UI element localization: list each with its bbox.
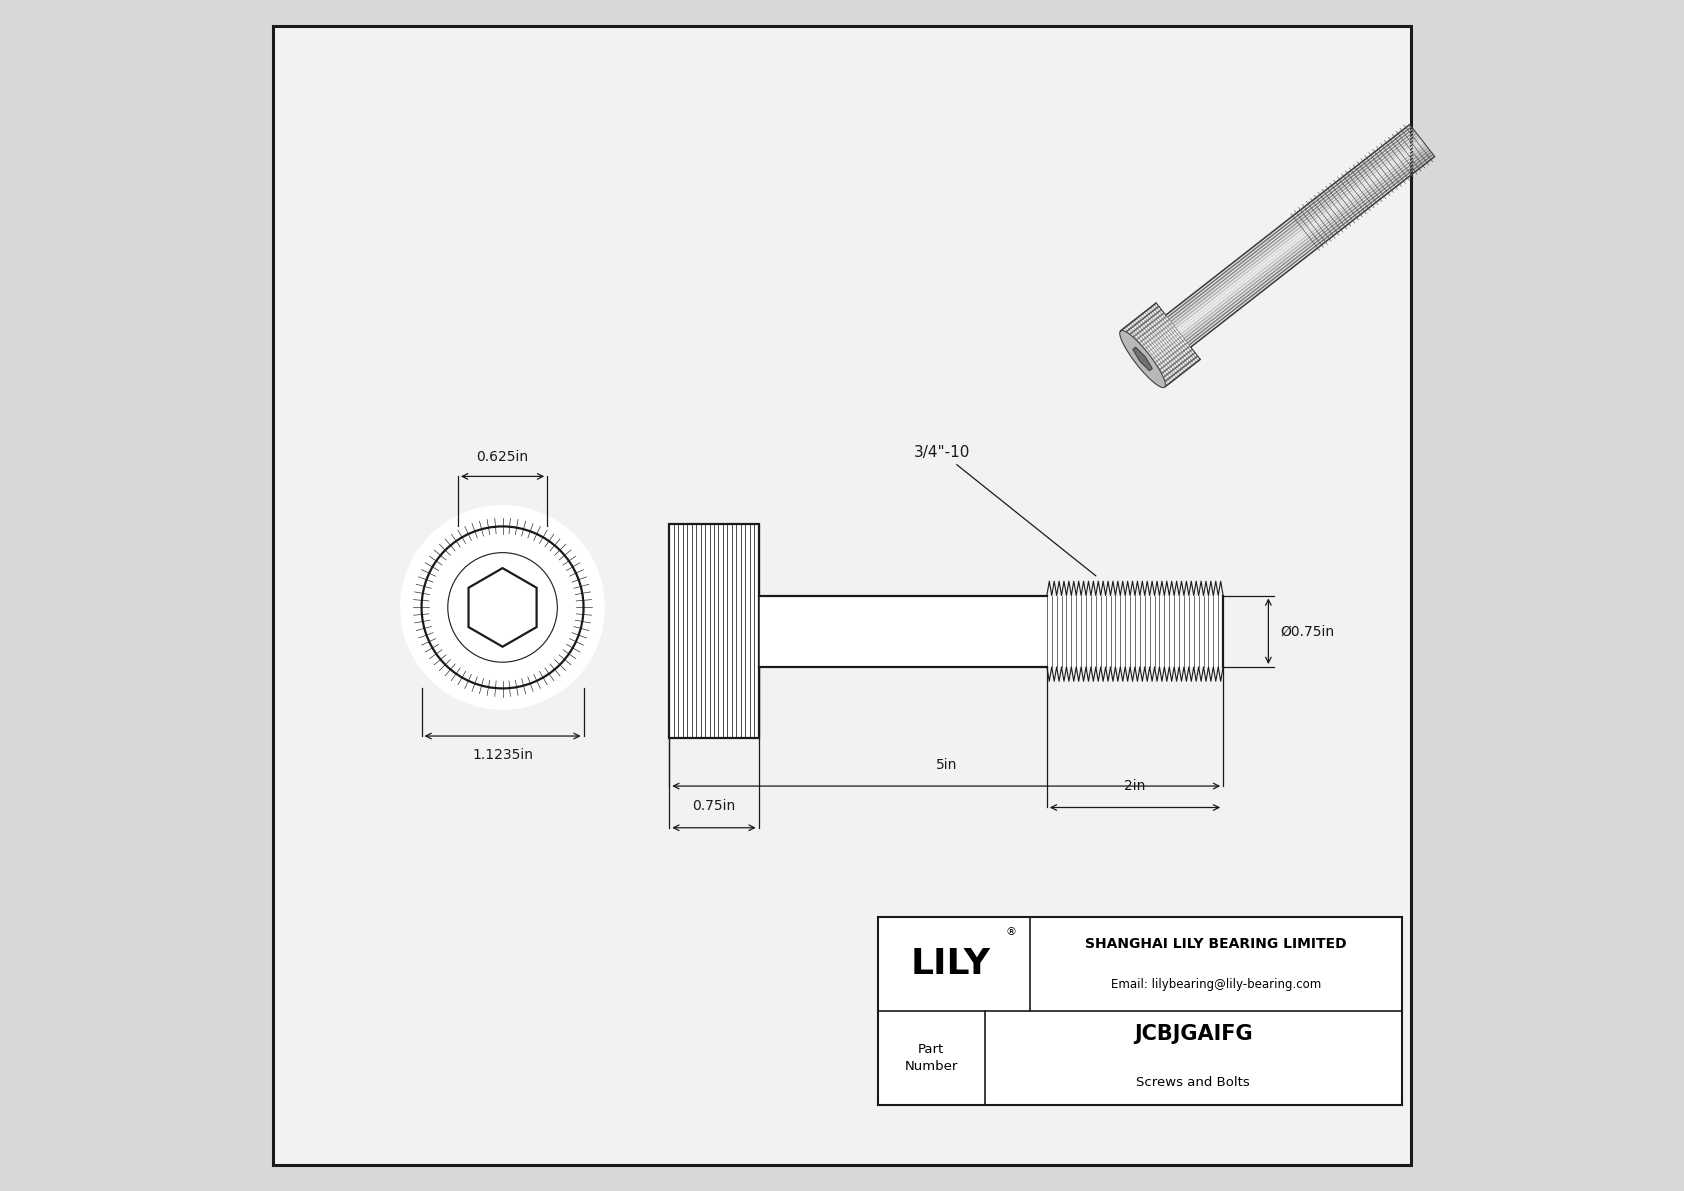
Text: Email: lilybearing@lily-bearing.com: Email: lilybearing@lily-bearing.com: [1111, 978, 1322, 991]
Circle shape: [401, 505, 605, 710]
Text: 0.75in: 0.75in: [692, 799, 736, 813]
Text: 3/4"-10: 3/4"-10: [913, 445, 1096, 576]
Text: JCBJGAIFG: JCBJGAIFG: [1133, 1024, 1253, 1045]
Circle shape: [448, 553, 557, 662]
Polygon shape: [1133, 348, 1152, 370]
Text: 2in: 2in: [1125, 779, 1145, 793]
Text: LILY: LILY: [911, 947, 990, 981]
Text: Part
Number: Part Number: [904, 1043, 958, 1073]
Text: 5in: 5in: [936, 757, 957, 772]
Text: ®: ®: [1005, 927, 1017, 937]
Bar: [669, 524, 758, 738]
Polygon shape: [468, 568, 537, 647]
Bar: [877, 917, 1401, 1105]
Bar: [758, 596, 1223, 667]
Text: 0.625in: 0.625in: [477, 450, 529, 464]
Bar: [669, 524, 758, 738]
Text: 1.1235in: 1.1235in: [472, 748, 534, 762]
Text: Screws and Bolts: Screws and Bolts: [1137, 1075, 1250, 1089]
Polygon shape: [1120, 330, 1165, 387]
Text: SHANGHAI LILY BEARING LIMITED: SHANGHAI LILY BEARING LIMITED: [1084, 937, 1347, 950]
Text: Ø0.75in: Ø0.75in: [1280, 624, 1334, 638]
